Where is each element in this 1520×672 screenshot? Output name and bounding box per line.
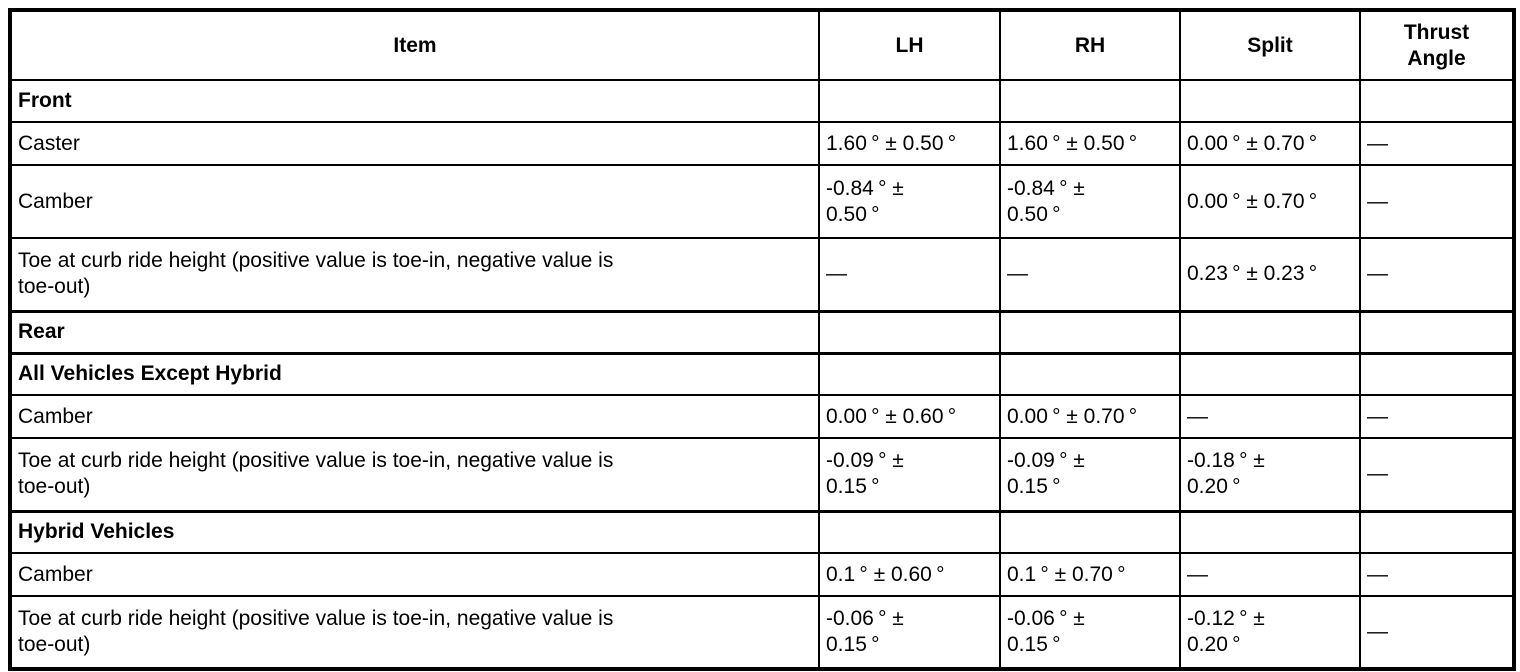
empty-cell <box>999 309 1181 354</box>
section-label: All Vehicles Except Hybrid <box>9 351 820 396</box>
split-cell: — <box>1179 394 1361 439</box>
empty-cell <box>999 509 1181 554</box>
item-cell: Camber <box>9 164 820 239</box>
thrust-cell: — <box>1359 121 1515 166</box>
column-header-rh: RH <box>999 9 1181 81</box>
rh-cell: — <box>999 237 1181 312</box>
lh-cell: -0.84 ° ± 0.50 ° <box>818 164 1001 239</box>
spec-row-rear-camber: Camber 0.00 ° ± 0.60 ° 0.00 ° ± 0.70 ° —… <box>9 394 1515 439</box>
column-header-lh: LH <box>818 9 1001 81</box>
thrust-cell: — <box>1359 164 1515 239</box>
section-row-all-vehicles-except-hybrid: All Vehicles Except Hybrid <box>9 351 1515 396</box>
wheel-alignment-specifications-table: Item LH RH Split Thrust Angle Front Cast… <box>8 8 1516 671</box>
item-cell: Camber <box>9 394 820 439</box>
empty-cell <box>1359 79 1515 123</box>
rh-cell: 0.1 ° ± 0.70 ° <box>999 552 1181 597</box>
empty-cell <box>1359 309 1515 354</box>
empty-cell <box>1179 309 1361 354</box>
thrust-cell: — <box>1359 552 1515 597</box>
empty-cell <box>999 351 1181 396</box>
split-cell: — <box>1179 552 1361 597</box>
split-cell: 0.00 ° ± 0.70 ° <box>1179 121 1361 166</box>
split-cell: -0.12 ° ± 0.20 ° <box>1179 595 1361 670</box>
section-row-front: Front <box>9 79 1515 123</box>
thrust-cell: — <box>1359 437 1515 512</box>
empty-cell <box>818 509 1001 554</box>
header-row: Item LH RH Split Thrust Angle <box>9 9 1515 81</box>
rh-cell: 1.60 ° ± 0.50 ° <box>999 121 1181 166</box>
spec-row-hybrid-camber: Camber 0.1 ° ± 0.60 ° 0.1 ° ± 0.70 ° — — <box>9 552 1515 597</box>
empty-cell <box>818 309 1001 354</box>
thrust-cell: — <box>1359 595 1515 670</box>
empty-cell <box>1179 509 1361 554</box>
rh-cell: 0.00 ° ± 0.70 ° <box>999 394 1181 439</box>
section-row-hybrid-vehicles: Hybrid Vehicles <box>9 509 1515 554</box>
spec-row-front-toe: Toe at curb ride height (positive value … <box>9 237 1515 312</box>
column-header-split: Split <box>1179 9 1361 81</box>
section-label: Hybrid Vehicles <box>9 509 820 554</box>
rh-cell: -0.06 ° ± 0.15 ° <box>999 595 1181 670</box>
spec-row-front-caster: Caster 1.60 ° ± 0.50 ° 1.60 ° ± 0.50 ° 0… <box>9 121 1515 166</box>
item-cell: Toe at curb ride height (positive value … <box>9 437 820 512</box>
empty-cell <box>1359 509 1515 554</box>
spec-row-front-camber: Camber -0.84 ° ± 0.50 ° -0.84 ° ± 0.50 °… <box>9 164 1515 239</box>
item-cell: Toe at curb ride height (positive value … <box>9 237 820 312</box>
rh-cell: -0.84 ° ± 0.50 ° <box>999 164 1181 239</box>
lh-cell: -0.06 ° ± 0.15 ° <box>818 595 1001 670</box>
empty-cell <box>1359 351 1515 396</box>
section-label: Rear <box>9 309 820 354</box>
split-cell: 0.00 ° ± 0.70 ° <box>1179 164 1361 239</box>
split-cell: 0.23 ° ± 0.23 ° <box>1179 237 1361 312</box>
empty-cell <box>1179 351 1361 396</box>
item-cell: Camber <box>9 552 820 597</box>
lh-cell: 1.60 ° ± 0.50 ° <box>818 121 1001 166</box>
section-label: Front <box>9 79 820 123</box>
thrust-cell: — <box>1359 237 1515 312</box>
lh-cell: 0.00 ° ± 0.60 ° <box>818 394 1001 439</box>
lh-cell: 0.1 ° ± 0.60 ° <box>818 552 1001 597</box>
rh-cell: -0.09 ° ± 0.15 ° <box>999 437 1181 512</box>
empty-cell <box>818 79 1001 123</box>
thrust-cell: — <box>1359 394 1515 439</box>
split-cell: -0.18 ° ± 0.20 ° <box>1179 437 1361 512</box>
item-cell: Caster <box>9 121 820 166</box>
lh-cell: — <box>818 237 1001 312</box>
item-cell: Toe at curb ride height (positive value … <box>9 595 820 670</box>
empty-cell <box>818 351 1001 396</box>
empty-cell <box>1179 79 1361 123</box>
lh-cell: -0.09 ° ± 0.15 ° <box>818 437 1001 512</box>
column-header-thrust-angle: Thrust Angle <box>1359 9 1515 81</box>
section-row-rear: Rear <box>9 309 1515 354</box>
spec-row-hybrid-toe: Toe at curb ride height (positive value … <box>9 595 1515 670</box>
empty-cell <box>999 79 1181 123</box>
spec-row-rear-toe: Toe at curb ride height (positive value … <box>9 437 1515 512</box>
column-header-item: Item <box>9 9 820 81</box>
